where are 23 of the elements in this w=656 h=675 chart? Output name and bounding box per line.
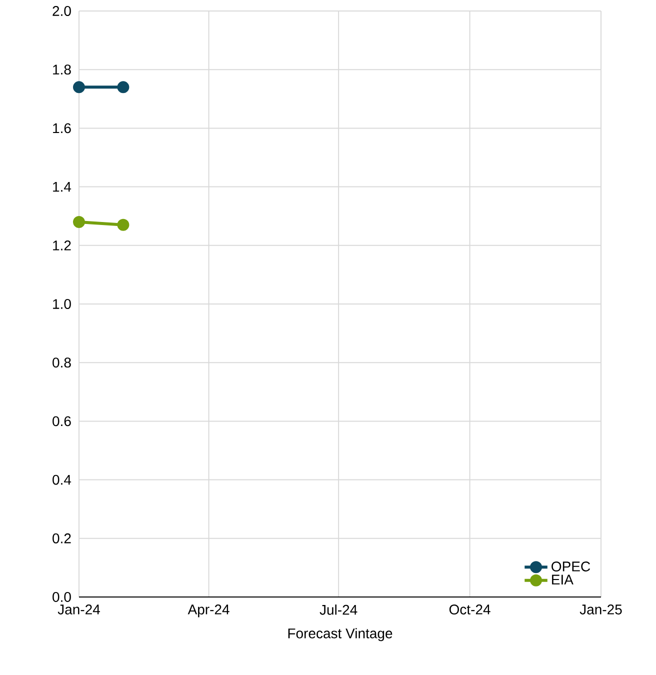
y-tick-label: 1.0 bbox=[53, 299, 71, 309]
y-tick-label: 1.8 bbox=[53, 64, 71, 75]
y-tick-label: 1.4 bbox=[53, 182, 72, 192]
legend-label: OPEC bbox=[552, 562, 590, 572]
y-tick-label: 0.0 bbox=[52, 592, 71, 602]
x-tick-label: Jul-24 bbox=[320, 604, 358, 615]
point bbox=[73, 81, 85, 94]
x-axis-title: Forecast Vintage bbox=[288, 628, 392, 642]
x-tick-label: Jan-25 bbox=[580, 604, 622, 614]
point bbox=[117, 81, 130, 94]
y-tick-label: 2.0 bbox=[52, 6, 71, 16]
point bbox=[117, 218, 130, 231]
y-tick-label: 1.6 bbox=[53, 123, 71, 134]
y-tick-label: 1.2 bbox=[53, 240, 71, 250]
y-tick-label: 0.4 bbox=[52, 474, 72, 485]
point bbox=[73, 216, 85, 228]
legend-label: EIA bbox=[552, 574, 574, 584]
x-tick-label: Oct-24 bbox=[449, 604, 490, 614]
x-tick-label: Jan-24 bbox=[58, 604, 100, 614]
y-tick-label: 0.2 bbox=[52, 533, 71, 544]
y-tick-label: 0.8 bbox=[52, 358, 71, 368]
x-tick-label: Apr-24 bbox=[188, 604, 230, 618]
y-tick-label: 0.6 bbox=[52, 416, 71, 426]
